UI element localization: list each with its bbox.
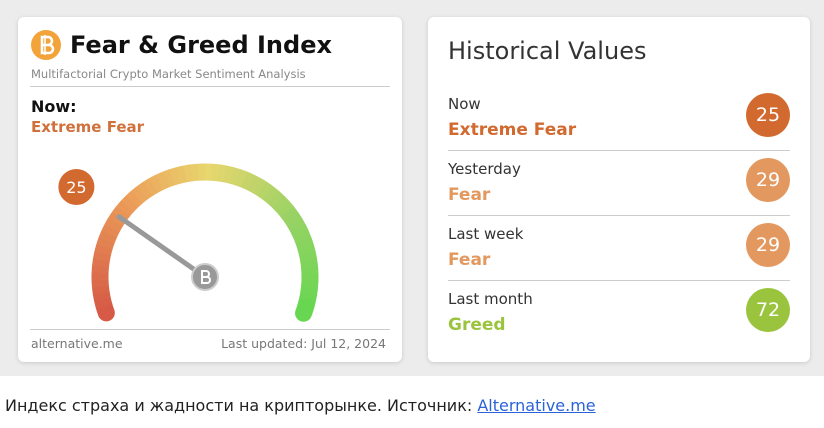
divider <box>30 329 390 330</box>
gauge-arc <box>121 195 139 213</box>
row-label: Last week <box>448 225 524 243</box>
hub-icon <box>201 270 211 284</box>
gauge-arc <box>280 206 299 222</box>
index-card: Fear & Greed Index Multifactorial Crypto… <box>18 17 402 362</box>
gauge-arc <box>126 190 143 208</box>
row-classification: Fear <box>448 250 491 270</box>
subtitle: Multifactorial Crypto Market Sentiment A… <box>31 67 306 81</box>
gauge-arc <box>287 217 306 233</box>
gauge-arc <box>300 258 318 268</box>
row-divider <box>448 280 790 281</box>
gauge-arc <box>116 200 134 217</box>
gauge-arc <box>295 298 315 322</box>
title: Fear & Greed Index <box>70 31 332 59</box>
gauge-arc <box>98 230 117 244</box>
row-label: Now <box>448 95 481 113</box>
gauge-arc <box>101 223 120 238</box>
row-value: 29 <box>746 158 790 202</box>
caption-link[interactable]: Alternative.me <box>477 396 596 415</box>
row-value: 72 <box>746 288 790 332</box>
row-classification: Extreme Fear <box>448 120 577 140</box>
value-badge-text: 25 <box>66 178 86 197</box>
gauge-arc <box>229 167 242 186</box>
gauge-arc <box>235 169 248 188</box>
bitcoin-icon <box>31 30 61 60</box>
gauge-arc <box>246 174 261 194</box>
row-classification: Fear <box>448 185 491 205</box>
row-value: 25 <box>746 93 790 137</box>
gauge-arc <box>143 177 159 197</box>
gauge-arc <box>300 285 319 296</box>
gauge-arc <box>94 244 113 256</box>
source: alternative.me <box>31 336 123 351</box>
gauge-arc <box>137 181 153 200</box>
gauge-arc <box>169 167 181 186</box>
gauge-arc <box>293 230 312 244</box>
row-divider <box>448 150 790 151</box>
row-label: Last month <box>448 290 533 308</box>
gauge-arc <box>223 165 235 184</box>
historical-title: Historical Values <box>448 37 647 65</box>
gauge-arc <box>262 185 279 204</box>
gauge-arc <box>211 163 220 182</box>
caption-text: Индекс страха и жадности на крипторынке.… <box>5 396 473 415</box>
divider <box>30 86 390 87</box>
last-updated: Last updated: Jul 12, 2024 <box>221 336 386 351</box>
gauge-arc <box>92 258 110 268</box>
gauge-arc <box>190 163 200 182</box>
gauge-arc <box>155 171 170 191</box>
caption: Индекс страха и жадности на крипторынке.… <box>5 396 596 415</box>
gauge-arc <box>131 185 148 204</box>
gauge-arc <box>93 251 112 262</box>
gauge-arc <box>149 174 164 193</box>
gauge-arc <box>290 224 309 239</box>
gauge-arc <box>276 200 294 217</box>
gauge: 25 <box>58 163 319 322</box>
gauge-arc <box>217 164 228 183</box>
needle <box>116 214 208 280</box>
gauge-arc <box>241 171 255 191</box>
row-classification: Greed <box>448 315 506 335</box>
gauge-arc <box>299 251 318 262</box>
gauge-arc <box>252 178 268 197</box>
gauge-arc <box>295 237 314 250</box>
gauge-arc <box>257 181 274 200</box>
gauge-arc <box>92 291 111 302</box>
gauge-arc <box>183 164 194 183</box>
row-label: Yesterday <box>448 160 521 178</box>
gauge-arc <box>271 195 290 213</box>
gauge-arc <box>91 285 110 295</box>
gauge-arc <box>95 297 115 322</box>
row-value: 29 <box>746 223 790 267</box>
value-badge <box>58 168 95 205</box>
gauge-arc <box>96 237 115 250</box>
gauge-arc <box>176 165 187 184</box>
now-classification: Extreme Fear <box>31 118 145 136</box>
gauge-arc <box>284 211 303 228</box>
gauge-arc <box>94 297 113 309</box>
historical-card: Historical Values Now Extreme Fear 25 Yeste… <box>428 17 810 362</box>
gauge-arc <box>162 169 176 188</box>
now-label: Now: <box>31 97 77 116</box>
gauge-arc <box>267 190 285 208</box>
row-divider <box>448 215 790 216</box>
gauge-arc <box>297 244 316 256</box>
gauge-arc <box>104 217 123 233</box>
